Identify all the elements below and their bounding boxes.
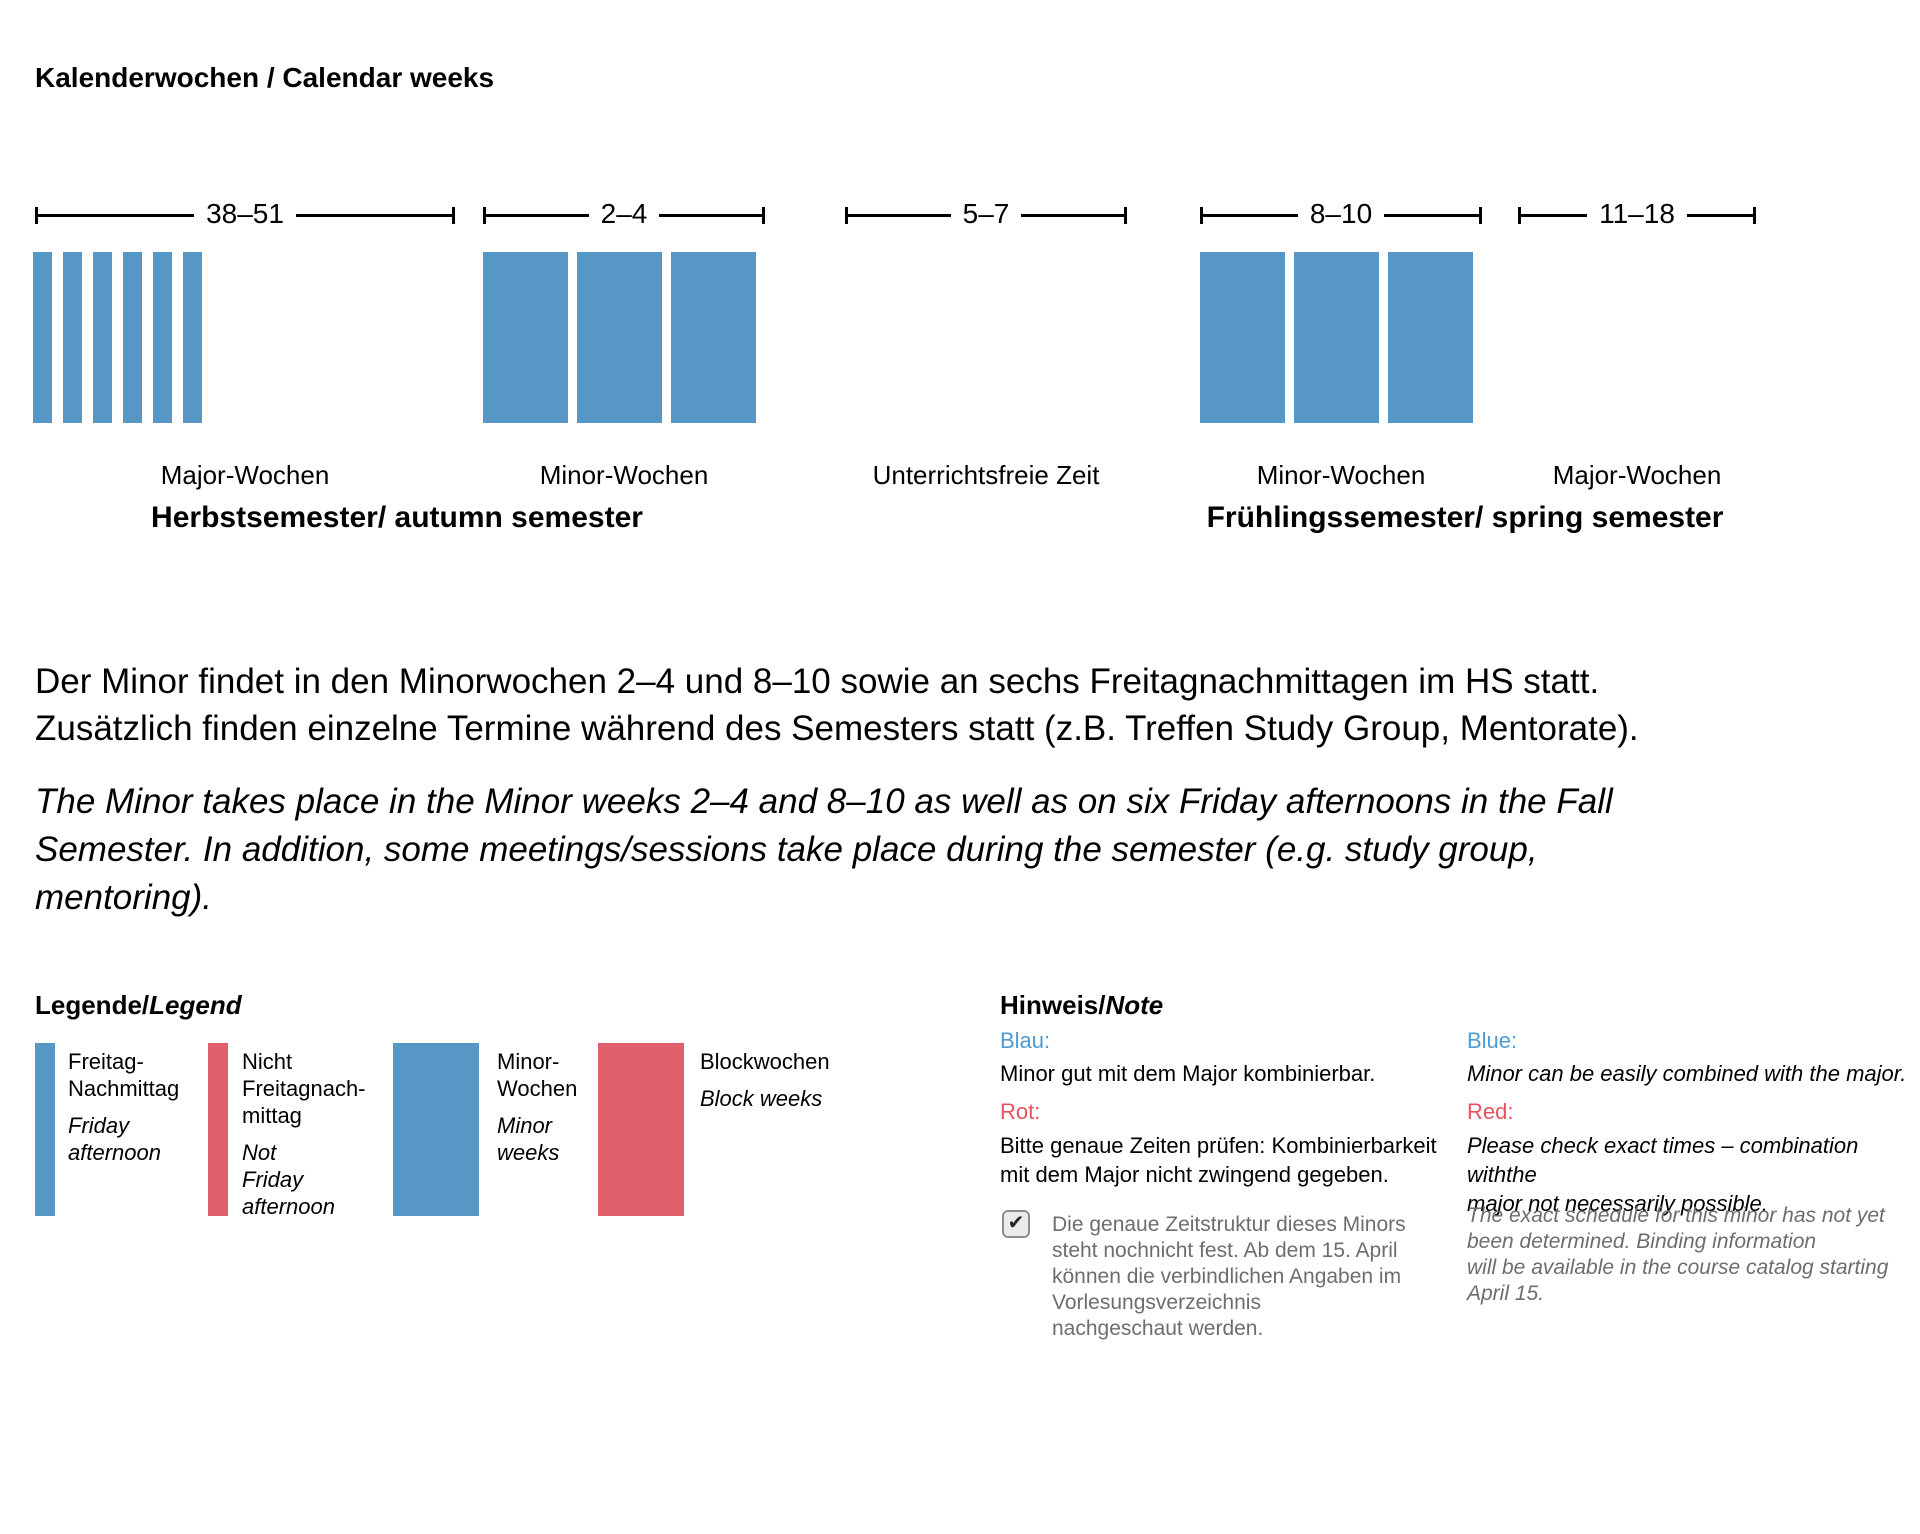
period-label-major-weeks-autumn: Major-Wochen [160, 460, 330, 490]
legend-label-de: Nicht Freitagnach- mittag [242, 1049, 366, 1128]
friday-afternoon-bar [93, 252, 112, 423]
week-range-label: 38–51 [206, 198, 284, 229]
bracket-tick [1479, 206, 1483, 224]
friday-afternoon-bar [183, 252, 202, 423]
note-blue-text: Minor can be easily combined with the ma… [1467, 1061, 1907, 1086]
minor-week-bar [1294, 252, 1379, 423]
minor-week-bar [577, 252, 662, 423]
bracket-line [1384, 213, 1480, 217]
week-range-label: 11–18 [1599, 198, 1675, 229]
page-title: Kalenderwochen / Calendar weeks [35, 62, 495, 93]
note-red-text: Please check exact times – combination w… [1467, 1133, 1859, 1216]
week-range-bracket: 5–7 [845, 200, 1127, 230]
week-range-bracket: 38–51 [35, 200, 455, 230]
note-blau-label: Blau: [1000, 1028, 1051, 1053]
legend-swatch-minor-weeks [393, 1043, 479, 1216]
bracket-line [848, 213, 951, 217]
week-range-label: 8–10 [1309, 198, 1373, 229]
minor-week-bar [483, 252, 568, 423]
note-blue-label: Blue: [1467, 1028, 1518, 1053]
bracket-line [1021, 213, 1124, 217]
note-red-label: Red: [1467, 1099, 1514, 1124]
period-label-minor-weeks-spring: Minor-Wochen [1256, 460, 1426, 490]
schedule-undetermined-checkbox[interactable]: ✔ [1002, 1210, 1030, 1238]
bracket-tick [35, 206, 38, 224]
legend-item-not-friday-afternoon: Nicht Freitagnach- mittag Not Friday aft… [242, 1048, 366, 1220]
bracket-line [1203, 213, 1298, 217]
note-blau-text: Minor gut mit dem Major kombinierbar. [1000, 1061, 1376, 1086]
legend-label-de: Minor- Wochen [497, 1049, 578, 1101]
week-range-bracket: 2–4 [483, 200, 765, 230]
legend-item-block-weeks: Blockwochen Block weeks [700, 1048, 830, 1112]
bracket-tick [1753, 206, 1757, 224]
description-english: The Minor takes place in the Minor weeks… [35, 782, 1613, 917]
bracket-line [1521, 213, 1588, 217]
period-label-minor-weeks-autumn: Minor-Wochen [539, 460, 709, 490]
note-rot-label: Rot: [1000, 1099, 1041, 1124]
legend-label-de: Blockwochen [700, 1049, 830, 1074]
period-label-free-time: Unterrichtsfreie Zeit [872, 460, 1100, 490]
legend-swatch-not-friday-afternoon [208, 1043, 228, 1216]
legend-item-minor-weeks: Minor- Wochen Minor weeks [497, 1048, 577, 1166]
legend-label-de: Freitag- Nachmittag [68, 1049, 180, 1101]
legend-label-en: Friday afternoon [68, 1113, 161, 1165]
bracket-line [295, 213, 452, 217]
minor-week-bar [1200, 252, 1285, 423]
bracket-tick [1124, 206, 1127, 224]
legend-heading-en: Legend [149, 990, 242, 1020]
friday-afternoon-bar [33, 252, 52, 423]
bracket-tick [845, 206, 848, 224]
friday-afternoon-bar [153, 252, 172, 423]
semester-title-autumn: Herbstsemester/ autumn semester [151, 501, 643, 534]
bracket-line [1686, 213, 1754, 217]
bracket-line [659, 213, 762, 217]
week-range-label: 5–7 [962, 198, 1010, 229]
checkmark-icon: ✔ [1007, 1212, 1025, 1234]
bracket-tick [1200, 206, 1203, 224]
bracket-line [38, 213, 195, 217]
legend-heading: Legende/Legend [35, 990, 242, 1021]
bracket-tick [483, 206, 486, 224]
bracket-tick [452, 206, 455, 224]
note-heading: Hinweis/Note [1000, 990, 1163, 1021]
week-range-label: 2–4 [600, 198, 648, 229]
week-range-bracket: 8–10 [1200, 198, 1483, 230]
note-heading-en: Note [1105, 990, 1164, 1020]
period-label-major-weeks-spring: Major-Wochen [1552, 460, 1722, 490]
description-german: Der Minor findet in den Minorwochen 2–4 … [35, 662, 1639, 748]
legend-heading-de: Legende/ [35, 990, 150, 1020]
legend-label-en: Minor weeks [497, 1113, 560, 1165]
friday-afternoon-bar [63, 252, 82, 423]
note-rot-text: Bitte genaue Zeiten prüfen: Kombinierbar… [1000, 1133, 1437, 1187]
bracket-tick [1518, 206, 1521, 224]
legend-label-en: Not Friday afternoon [242, 1140, 335, 1219]
week-range-bracket: 11–18 [1518, 198, 1757, 230]
note-heading-de: Hinweis/ [1000, 990, 1106, 1020]
bracket-tick [762, 206, 765, 224]
minor-week-bar [1388, 252, 1473, 423]
legend-swatch-friday-afternoon [35, 1043, 55, 1216]
semester-title-spring: Frühlingssemester/ spring semester [1206, 501, 1724, 534]
legend-item-friday-afternoon: Freitag- Nachmittag Friday afternoon [68, 1048, 179, 1166]
minor-week-bar [671, 252, 756, 423]
legend-label-en: Block weeks [700, 1086, 823, 1111]
bracket-line [486, 213, 589, 217]
legend-swatch-block-weeks [598, 1043, 684, 1216]
note-text-english: The exact schedule for this minor has no… [1467, 1204, 1889, 1305]
friday-afternoon-bar [123, 252, 142, 423]
note-checkbox-text-german: Die genaue Zeitstruktur dieses Minors st… [1052, 1213, 1406, 1340]
